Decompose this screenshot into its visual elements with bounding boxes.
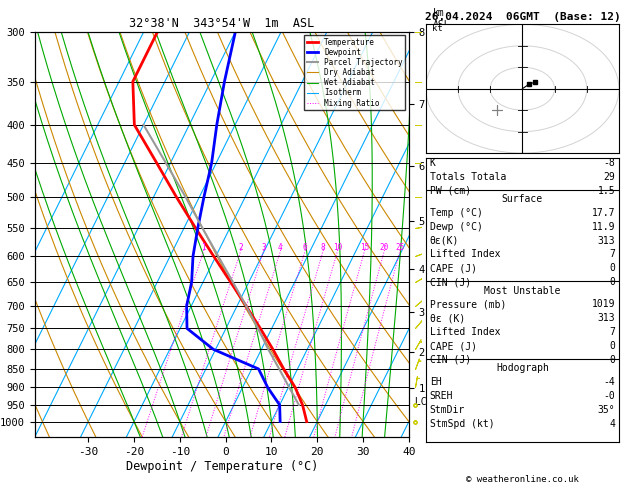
Text: Totals Totala: Totals Totala — [430, 172, 506, 182]
Text: kt: kt — [432, 24, 443, 33]
Text: -0: -0 — [603, 391, 615, 401]
Text: 29: 29 — [603, 172, 615, 182]
Text: PW (cm): PW (cm) — [430, 186, 471, 196]
Text: 4: 4 — [278, 243, 282, 252]
Text: θε(K): θε(K) — [430, 236, 459, 245]
Text: StmDir: StmDir — [430, 405, 465, 415]
Text: 11.9: 11.9 — [591, 222, 615, 232]
Text: 0: 0 — [610, 355, 615, 365]
Text: 7: 7 — [610, 249, 615, 260]
Text: 6: 6 — [303, 243, 307, 252]
Text: Dewp (°C): Dewp (°C) — [430, 222, 482, 232]
Text: StmSpd (kt): StmSpd (kt) — [430, 418, 494, 429]
Text: 25: 25 — [395, 243, 404, 252]
Text: © weatheronline.co.uk: © weatheronline.co.uk — [465, 474, 579, 484]
Text: K: K — [430, 158, 435, 168]
Text: 35°: 35° — [598, 405, 615, 415]
Title: 32°38'N  343°54'W  1m  ASL: 32°38'N 343°54'W 1m ASL — [129, 17, 314, 31]
Text: LCL: LCL — [409, 398, 432, 407]
Text: 0: 0 — [610, 341, 615, 351]
Text: 17.7: 17.7 — [591, 208, 615, 218]
Text: 8: 8 — [321, 243, 325, 252]
Text: 1.5: 1.5 — [598, 186, 615, 196]
Text: km
ASL: km ASL — [433, 8, 451, 30]
Text: 15: 15 — [360, 243, 369, 252]
Text: CIN (J): CIN (J) — [430, 355, 471, 365]
Legend: Temperature, Dewpoint, Parcel Trajectory, Dry Adiabat, Wet Adiabat, Isotherm, Mi: Temperature, Dewpoint, Parcel Trajectory… — [304, 35, 405, 110]
X-axis label: Dewpoint / Temperature (°C): Dewpoint / Temperature (°C) — [126, 460, 318, 473]
Text: 10: 10 — [333, 243, 342, 252]
Text: SREH: SREH — [430, 391, 454, 401]
Text: 0: 0 — [610, 263, 615, 273]
Text: Lifted Index: Lifted Index — [430, 249, 500, 260]
Text: Pressure (mb): Pressure (mb) — [430, 299, 506, 310]
Text: 26.04.2024  06GMT  (Base: 12): 26.04.2024 06GMT (Base: 12) — [425, 12, 620, 22]
Text: 0: 0 — [610, 277, 615, 287]
Text: CIN (J): CIN (J) — [430, 277, 471, 287]
Text: 1019: 1019 — [591, 299, 615, 310]
Text: 4: 4 — [610, 418, 615, 429]
Text: CAPE (J): CAPE (J) — [430, 341, 477, 351]
Text: 2: 2 — [238, 243, 243, 252]
Text: 313: 313 — [598, 313, 615, 323]
Text: 3: 3 — [261, 243, 265, 252]
Text: Hodograph: Hodograph — [496, 363, 549, 373]
Text: 7: 7 — [610, 327, 615, 337]
Text: -8: -8 — [603, 158, 615, 168]
Text: Most Unstable: Most Unstable — [484, 286, 560, 295]
Text: CAPE (J): CAPE (J) — [430, 263, 477, 273]
Text: θε (K): θε (K) — [430, 313, 465, 323]
Text: Temp (°C): Temp (°C) — [430, 208, 482, 218]
Text: Lifted Index: Lifted Index — [430, 327, 500, 337]
Text: 1: 1 — [201, 243, 206, 252]
Text: EH: EH — [430, 377, 442, 387]
Text: Surface: Surface — [502, 194, 543, 204]
Text: 20: 20 — [379, 243, 389, 252]
Text: 313: 313 — [598, 236, 615, 245]
Text: -4: -4 — [603, 377, 615, 387]
